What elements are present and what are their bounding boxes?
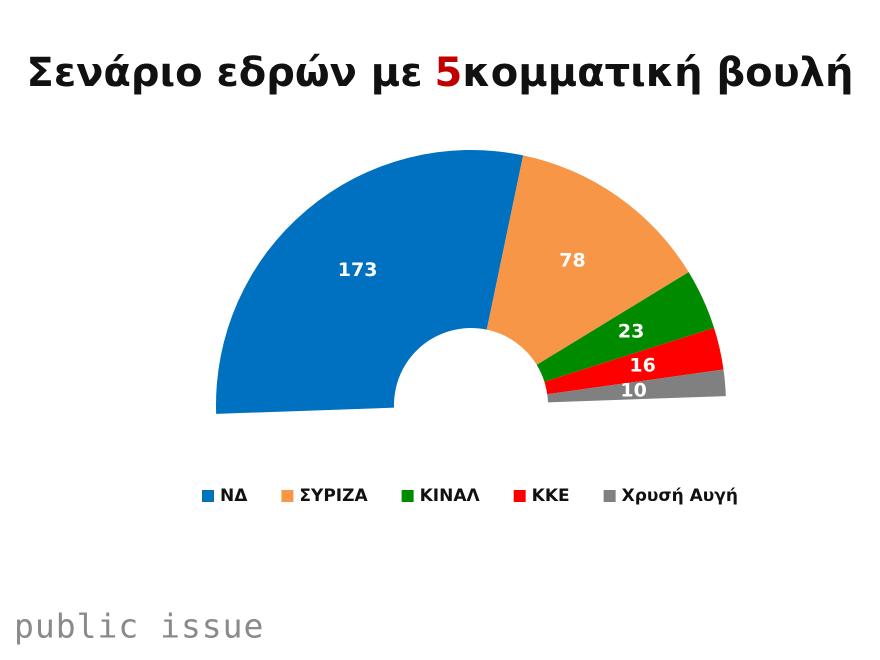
title-part: Σενάριο εδρών με [27, 50, 423, 96]
title-highlight: 5 [435, 50, 463, 96]
chart-title: Σενάριο εδρών με 5κομματική βουλή [27, 50, 854, 96]
legend-label: ΚΙΝΑΛ [420, 486, 481, 506]
legend-swatch [281, 490, 294, 502]
title-part: κομματική βουλή [462, 50, 853, 96]
legend-swatch [513, 490, 526, 502]
legend-label: Χρυσή Αυγή [622, 486, 738, 506]
legend-swatch [202, 490, 215, 502]
data-label: 78 [559, 250, 585, 272]
legend-label: ΣΥΡΙΖΑ [299, 486, 368, 506]
legend: ΝΔ ΣΥΡΙΖΑ ΚΙΝΑΛ ΚΚΕ Χρυσή Αυγή [202, 486, 738, 506]
slice [547, 369, 726, 403]
slice [216, 149, 524, 414]
legend-label: ΚΚΕ [532, 486, 570, 506]
data-label: 10 [620, 379, 646, 401]
slice [486, 155, 689, 365]
legend-swatch [401, 490, 414, 502]
data-label: 173 [338, 259, 378, 281]
slice [536, 272, 715, 382]
legend-swatch [603, 490, 616, 502]
legend-label: ΝΔ [220, 486, 248, 506]
data-label: 23 [618, 321, 644, 343]
slice [544, 327, 724, 395]
data-label: 16 [629, 355, 655, 377]
logo: public issue [14, 607, 264, 646]
